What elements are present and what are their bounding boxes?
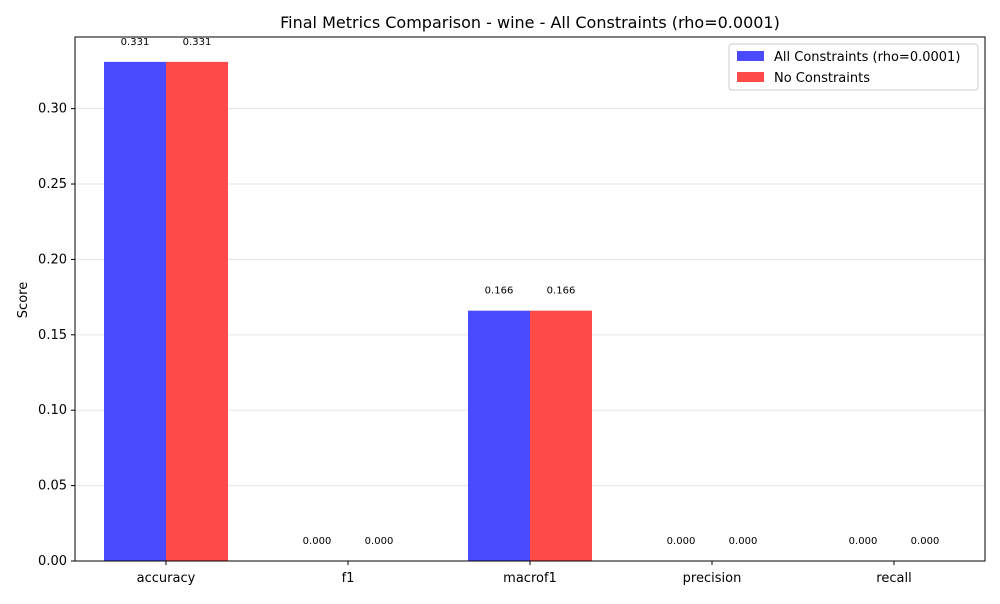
bars xyxy=(104,61,592,561)
bar-value-label: 0.000 xyxy=(365,536,394,547)
bar-value-label: 0.331 xyxy=(183,37,212,48)
x-tick-label-f1: f1 xyxy=(342,571,355,586)
legend-entry-label: No Constraints xyxy=(774,71,870,86)
y-tick-label: 0.05 xyxy=(38,479,67,494)
bar-value-label: 0.000 xyxy=(303,536,332,547)
legend-entry-label: All Constraints (rho=0.0001) xyxy=(774,50,960,65)
y-axis-label: Score xyxy=(16,282,31,318)
value-labels: 0.331 0.331 0.000 0.000 0.166 0.166 0.000 0.000… xyxy=(121,37,940,547)
x-tick-label-recall: recall xyxy=(876,571,911,586)
x-tick-label-accuracy: accuracy xyxy=(137,571,196,586)
bar-value-label: 0.166 xyxy=(485,286,514,297)
y-tick-label: 0.10 xyxy=(38,403,67,418)
chart-title: Final Metrics Comparison - wine - All Co… xyxy=(280,13,780,32)
y-tick-label: 0.30 xyxy=(38,102,67,117)
bar-value-label: 0.331 xyxy=(121,37,150,48)
legend: All Constraints (rho=0.0001) No Constrain… xyxy=(728,43,979,91)
bar-macrof1-series-2 xyxy=(530,310,592,561)
bar-value-label: 0.166 xyxy=(547,286,576,297)
legend-swatch xyxy=(737,51,764,61)
y-axis-ticks: 0.00 0.05 0.10 0.15 0.20 0.25 0.30 xyxy=(38,102,75,569)
bar-value-label: 0.000 xyxy=(667,536,696,547)
legend-box xyxy=(728,43,979,91)
bar-value-label: 0.000 xyxy=(729,536,758,547)
y-tick-label: 0.25 xyxy=(38,177,67,192)
x-tick-label-precision: precision xyxy=(683,571,742,586)
bar-value-label: 0.000 xyxy=(849,536,878,547)
y-tick-label: 0.00 xyxy=(38,554,67,569)
bar-value-label: 0.000 xyxy=(911,536,940,547)
bar-macrof1-series-1 xyxy=(468,310,530,561)
y-tick-label: 0.15 xyxy=(38,328,67,343)
x-tick-label-macrof1: macrof1 xyxy=(503,571,557,586)
legend-swatch xyxy=(737,72,764,82)
bar-accuracy-series-1 xyxy=(104,61,166,561)
y-tick-label: 0.20 xyxy=(38,252,67,267)
x-axis-ticks: accuracy f1 macrof1 precision recall xyxy=(137,561,912,586)
bar-accuracy-series-2 xyxy=(166,61,228,561)
